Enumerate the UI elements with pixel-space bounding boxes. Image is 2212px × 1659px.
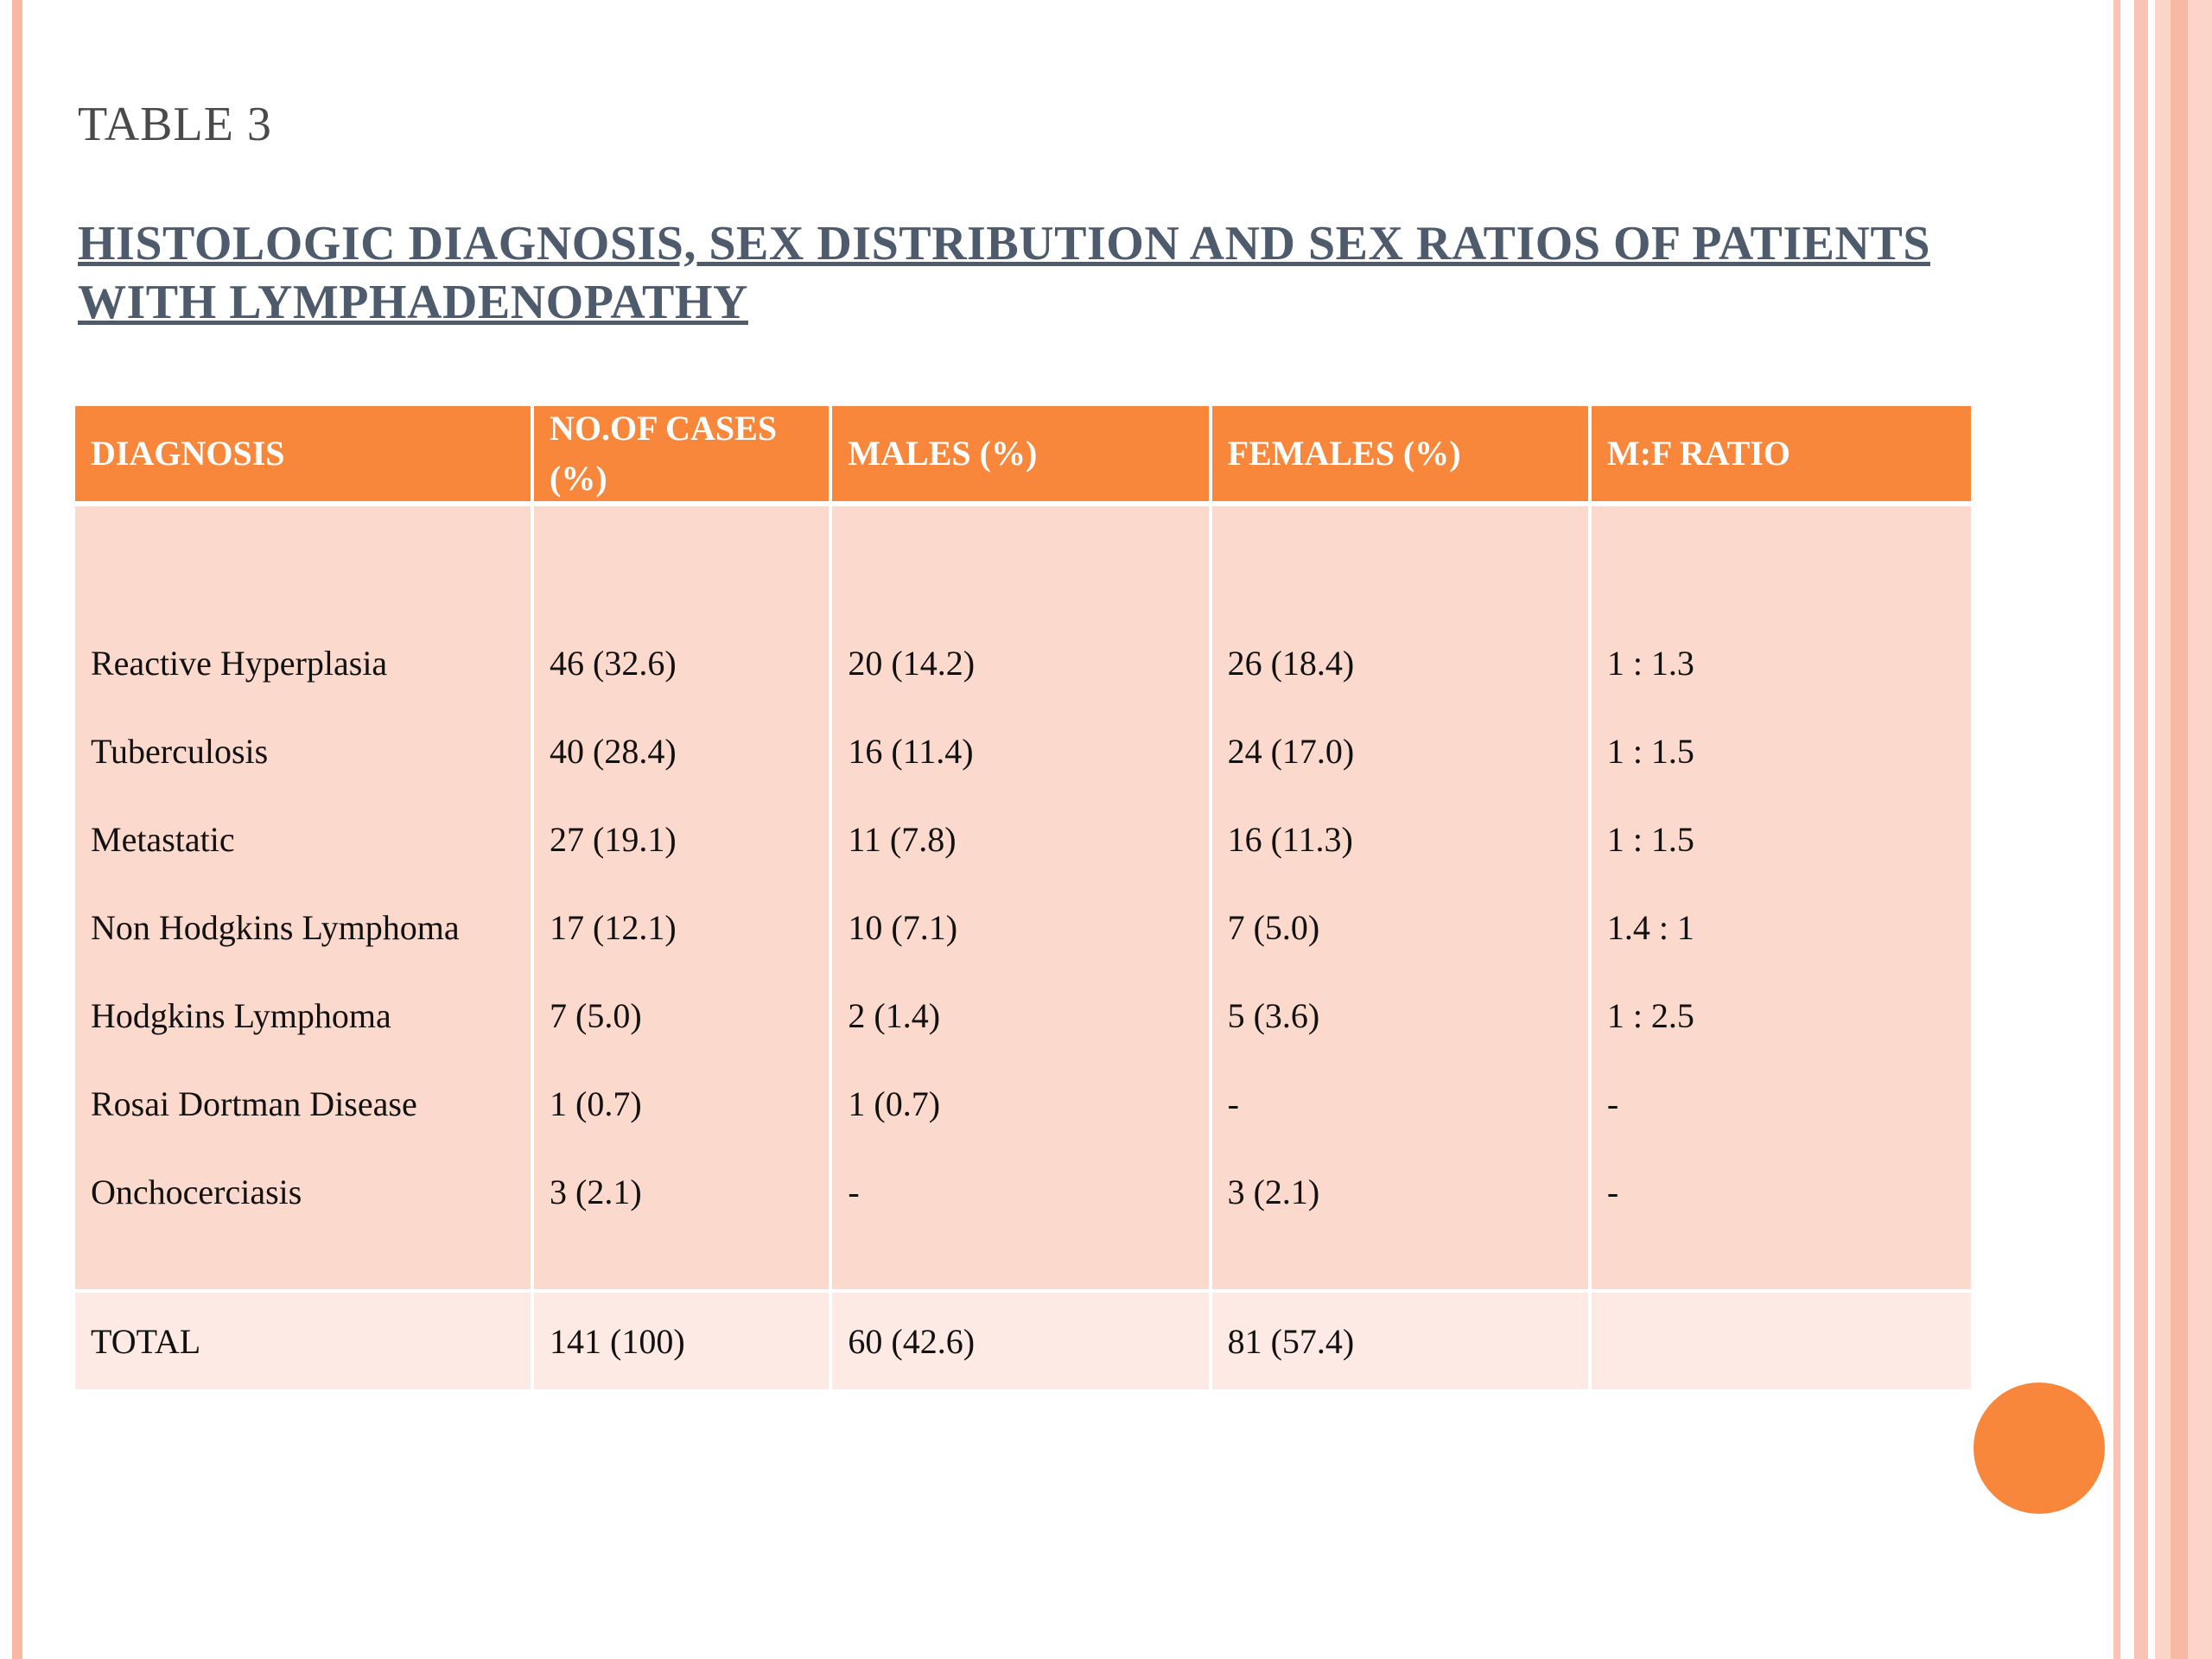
column-ratio: 1 : 1.3 1 : 1.5 1 : 1.5 1.4 : 1 1 : 2.5 … bbox=[1591, 506, 1971, 1289]
slide-title: HISTOLOGIC DIAGNOSIS, SEX DISTRIBUTION A… bbox=[78, 217, 1930, 329]
column-cases: 46 (32.6) 40 (28.4) 27 (19.1) 17 (12.1) … bbox=[534, 506, 830, 1289]
total-males: 60 (42.6) bbox=[832, 1293, 1209, 1389]
header-males: MALES (%) bbox=[832, 406, 1209, 501]
table-body: Reactive Hyperplasia Tuberculosis Metast… bbox=[75, 506, 1971, 1289]
column-males: 20 (14.2) 16 (11.4) 11 (7.8) 10 (7.1) 2 … bbox=[832, 506, 1209, 1289]
table-cell: 20 (14.2) bbox=[848, 643, 976, 683]
header-females: FEMALES (%) bbox=[1211, 406, 1588, 501]
table-cell: 1 (0.7) bbox=[848, 1084, 941, 1123]
table-cell: 17 (12.1) bbox=[550, 907, 677, 947]
table-cell: 1 : 2.5 bbox=[1606, 995, 1694, 1035]
table-cell: 24 (17.0) bbox=[1227, 731, 1355, 771]
table-cell: 7 (5.0) bbox=[550, 995, 642, 1035]
total-cases: 141 (100) bbox=[534, 1293, 830, 1389]
column-females: 26 (18.4) 24 (17.0) 16 (11.3) 7 (5.0) 5 … bbox=[1211, 506, 1588, 1289]
table-cell: Tuberculosis bbox=[91, 731, 269, 771]
total-ratio bbox=[1591, 1293, 1971, 1389]
left-border-decoration bbox=[12, 0, 22, 1659]
table-cell: Reactive Hyperplasia bbox=[91, 643, 388, 683]
table-cell: - bbox=[1606, 1084, 1619, 1123]
right-border-line bbox=[2134, 0, 2148, 1659]
header-diagnosis: DIAGNOSIS bbox=[75, 406, 531, 501]
right-border-line bbox=[2113, 0, 2120, 1659]
table-cell: 26 (18.4) bbox=[1227, 643, 1355, 683]
data-table: DIAGNOSIS NO.OF CASES (%) MALES (%) FEMA… bbox=[75, 406, 1971, 1389]
table-cell: 7 (5.0) bbox=[1227, 907, 1320, 947]
table-cell: 5 (3.6) bbox=[1227, 995, 1320, 1035]
table-total-row: TOTAL 141 (100) 60 (42.6) 81 (57.4) bbox=[75, 1293, 1971, 1389]
table-cell: 1 (0.7) bbox=[550, 1084, 642, 1123]
total-females: 81 (57.4) bbox=[1211, 1293, 1588, 1389]
table-cell: Non Hodgkins Lymphoma bbox=[91, 907, 460, 947]
table-cell: Hodgkins Lymphoma bbox=[91, 995, 391, 1035]
table-cell: 1 : 1.5 bbox=[1606, 819, 1694, 859]
table-cell: 1.4 : 1 bbox=[1606, 907, 1694, 947]
table-cell: Onchocerciasis bbox=[91, 1172, 302, 1211]
total-label: TOTAL bbox=[75, 1293, 531, 1389]
table-cell: 40 (28.4) bbox=[550, 731, 677, 771]
table-cell: 16 (11.4) bbox=[848, 731, 974, 771]
table-cell: 1 : 1.3 bbox=[1606, 643, 1694, 683]
table-cell: 2 (1.4) bbox=[848, 995, 941, 1035]
table-cell: Metastatic bbox=[91, 819, 235, 859]
table-cell: 11 (7.8) bbox=[848, 819, 957, 859]
table-cell: 27 (19.1) bbox=[550, 819, 677, 859]
table-cell: - bbox=[848, 1172, 860, 1211]
header-ratio: M:F RATIO bbox=[1591, 406, 1971, 501]
table-cell: 10 (7.1) bbox=[848, 907, 958, 947]
column-diagnosis: Reactive Hyperplasia Tuberculosis Metast… bbox=[75, 506, 531, 1289]
table-cell: 16 (11.3) bbox=[1227, 819, 1353, 859]
table-cell: Rosai Dortman Disease bbox=[91, 1084, 417, 1123]
table-cell: 3 (2.1) bbox=[550, 1172, 642, 1211]
table-cell: - bbox=[1606, 1172, 1619, 1211]
table-cell: 3 (2.1) bbox=[1227, 1172, 1320, 1211]
table-label: TABLE 3 bbox=[78, 98, 272, 151]
table-cell: - bbox=[1227, 1084, 1239, 1123]
decorative-circle bbox=[1974, 1382, 2105, 1514]
right-border-band-inner bbox=[2171, 0, 2188, 1659]
table-cell: 46 (32.6) bbox=[550, 643, 677, 683]
table-cell: 1 : 1.5 bbox=[1606, 731, 1694, 771]
header-cases: NO.OF CASES (%) bbox=[534, 406, 830, 501]
table-header-row: DIAGNOSIS NO.OF CASES (%) MALES (%) FEMA… bbox=[75, 406, 1971, 501]
